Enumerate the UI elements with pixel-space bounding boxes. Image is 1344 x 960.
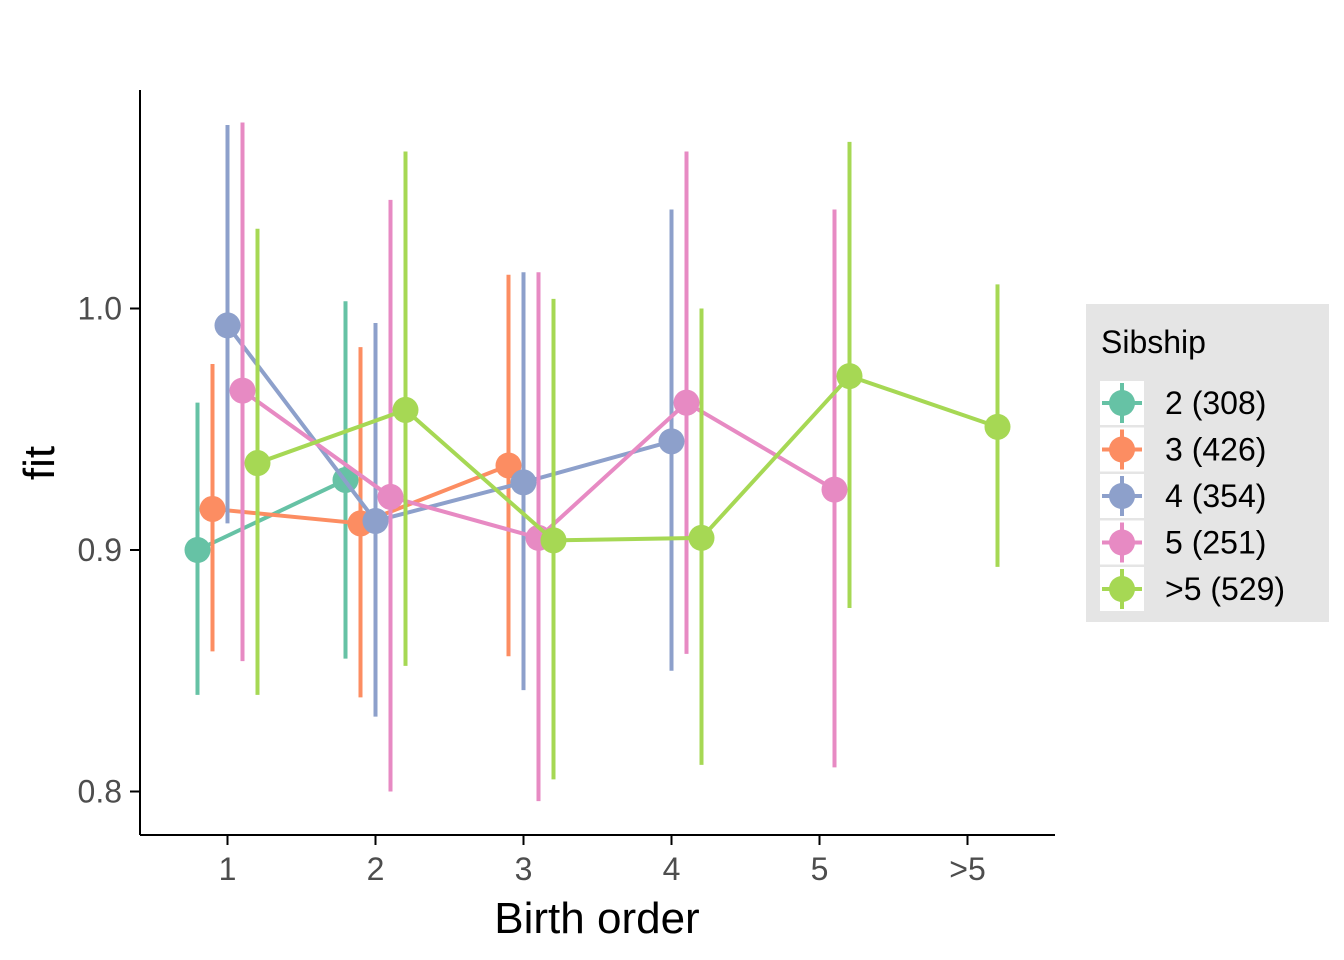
data-point	[377, 483, 404, 510]
legend: Sibship 2 (308) 3 (426) 4 (354) 5 (251) >5 (…	[1086, 304, 1329, 622]
plot-area	[184, 122, 1011, 802]
data-point	[821, 476, 848, 503]
data-point	[495, 452, 522, 479]
legend-label: >5 (529)	[1165, 571, 1285, 607]
legend-label: 3 (426)	[1165, 432, 1266, 468]
x-axis-title: Birth order	[494, 894, 699, 943]
y-tick-label: 1.0	[78, 291, 122, 327]
y-tick-label: 0.9	[78, 532, 122, 568]
data-point	[984, 413, 1011, 440]
series-line	[256, 374, 999, 543]
legend-label: 2 (308)	[1165, 385, 1266, 421]
x-tick-label: 5	[811, 851, 829, 887]
data-point	[688, 524, 715, 551]
legend-key-point	[1109, 483, 1135, 509]
data-point	[392, 396, 419, 423]
legend-key-point	[1109, 576, 1135, 602]
legend-key-point	[1109, 529, 1135, 556]
x-tick-label: 3	[515, 851, 533, 887]
data-point	[229, 377, 256, 404]
x-tick-label: 4	[663, 851, 681, 887]
data-point	[244, 450, 271, 477]
series-2	[199, 274, 522, 698]
legend-key-point	[1109, 436, 1135, 463]
y-axis-title: fit	[15, 446, 64, 480]
series-4	[229, 122, 848, 802]
legend-item: 3 (426)	[1100, 427, 1266, 472]
legend-item: 4 (354)	[1100, 474, 1266, 518]
axis-ticks: 1 2 3 4 5 >5 0.8 0.9 1.0	[78, 291, 986, 888]
x-tick-label: 1	[219, 851, 237, 887]
series-3	[214, 124, 685, 717]
legend-label: 5 (251)	[1165, 525, 1266, 561]
legend-label: 4 (354)	[1165, 478, 1266, 514]
legend-key-point	[1109, 390, 1135, 416]
series-line	[225, 324, 673, 524]
legend-title: Sibship	[1101, 324, 1206, 360]
data-point	[510, 469, 537, 496]
x-tick-label: >5	[949, 851, 985, 887]
axes	[139, 90, 1055, 836]
data-point	[362, 508, 389, 535]
legend-item: 2 (308)	[1100, 381, 1266, 425]
data-point	[199, 495, 226, 522]
data-point	[836, 363, 863, 390]
data-point	[184, 537, 211, 563]
data-point	[658, 428, 685, 455]
data-point	[673, 389, 700, 416]
legend-item: >5 (529)	[1100, 567, 1285, 611]
data-point	[540, 527, 567, 554]
y-tick-label: 0.8	[78, 774, 122, 810]
data-point	[214, 312, 241, 339]
x-tick-label: 2	[367, 851, 385, 887]
series-5	[244, 141, 1011, 780]
legend-item: 5 (251)	[1100, 520, 1266, 565]
